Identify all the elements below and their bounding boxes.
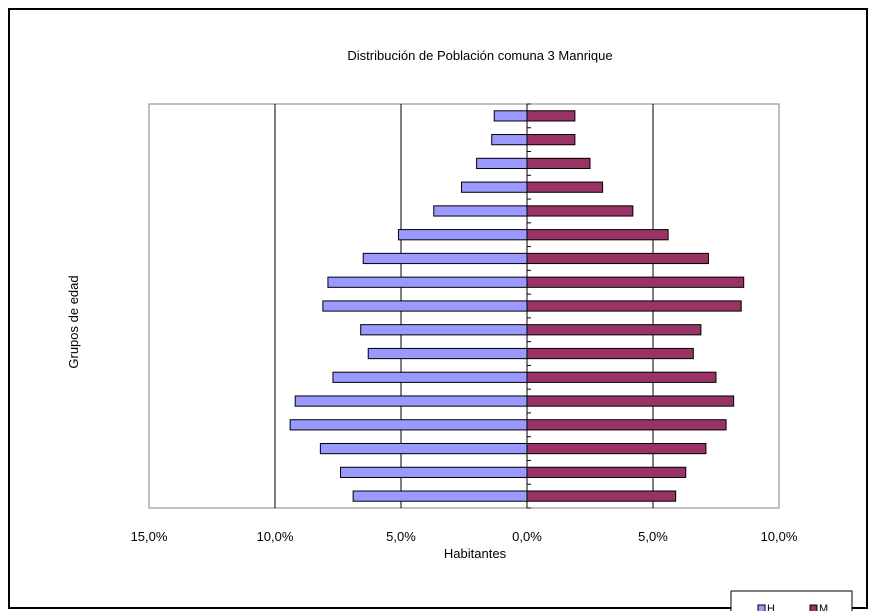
bar-m	[526, 181, 604, 193]
bar-h	[476, 157, 528, 170]
bar-m	[526, 276, 745, 288]
legend-label-h: H	[767, 603, 775, 611]
bar-m	[526, 490, 677, 502]
x-tick-label: 5,0%	[638, 529, 668, 544]
bar-m	[526, 229, 669, 241]
bar-m	[526, 419, 727, 431]
bar-m	[526, 110, 576, 122]
bar-m	[526, 134, 576, 146]
bar-h	[460, 181, 528, 193]
bar-m	[526, 324, 702, 336]
x-tick-label: 0,0%	[512, 529, 542, 544]
bar-m	[526, 252, 709, 265]
bar-m	[526, 371, 717, 383]
bar-h	[322, 300, 528, 312]
legend-swatch-h	[757, 604, 766, 611]
bar-h	[340, 466, 528, 478]
bar-h	[319, 442, 528, 455]
legend-swatch-m	[809, 604, 818, 611]
chart-title: Distribución de Población comuna 3 Manri…	[347, 48, 612, 63]
bar-h	[493, 110, 528, 122]
bar-h	[491, 134, 528, 146]
category-axis	[526, 103, 531, 509]
bar-h	[332, 371, 528, 383]
bar-h	[327, 276, 528, 288]
bar-h	[397, 229, 528, 241]
bar-h	[289, 419, 528, 431]
bar-m	[526, 466, 687, 478]
legend-box	[730, 590, 853, 611]
x-axis-title: Habitantes	[444, 546, 507, 561]
bar-h	[433, 205, 528, 217]
y-axis-title: Grupos de edad	[66, 275, 81, 368]
bar-h	[362, 252, 528, 265]
bar-m	[526, 442, 707, 455]
bar-m	[526, 395, 735, 407]
bar-m	[526, 157, 591, 170]
x-tick-label: 15,0%	[131, 529, 168, 544]
x-tick-label: 10,0%	[257, 529, 294, 544]
bar-h	[352, 490, 528, 502]
bar-m	[526, 205, 634, 217]
legend-label-m: M	[819, 603, 828, 611]
x-tick-labels: 15,0% 10,0% 5,0% 0,0% 5,0% 10,0%	[131, 529, 798, 544]
bar-m	[526, 300, 742, 312]
x-tick-label: 5,0%	[386, 529, 416, 544]
bar-h	[294, 395, 528, 407]
bar-m	[526, 347, 694, 360]
bar-h	[367, 347, 528, 360]
bars	[289, 110, 745, 502]
bar-h	[360, 324, 528, 336]
x-tick-label: 10,0%	[761, 529, 798, 544]
